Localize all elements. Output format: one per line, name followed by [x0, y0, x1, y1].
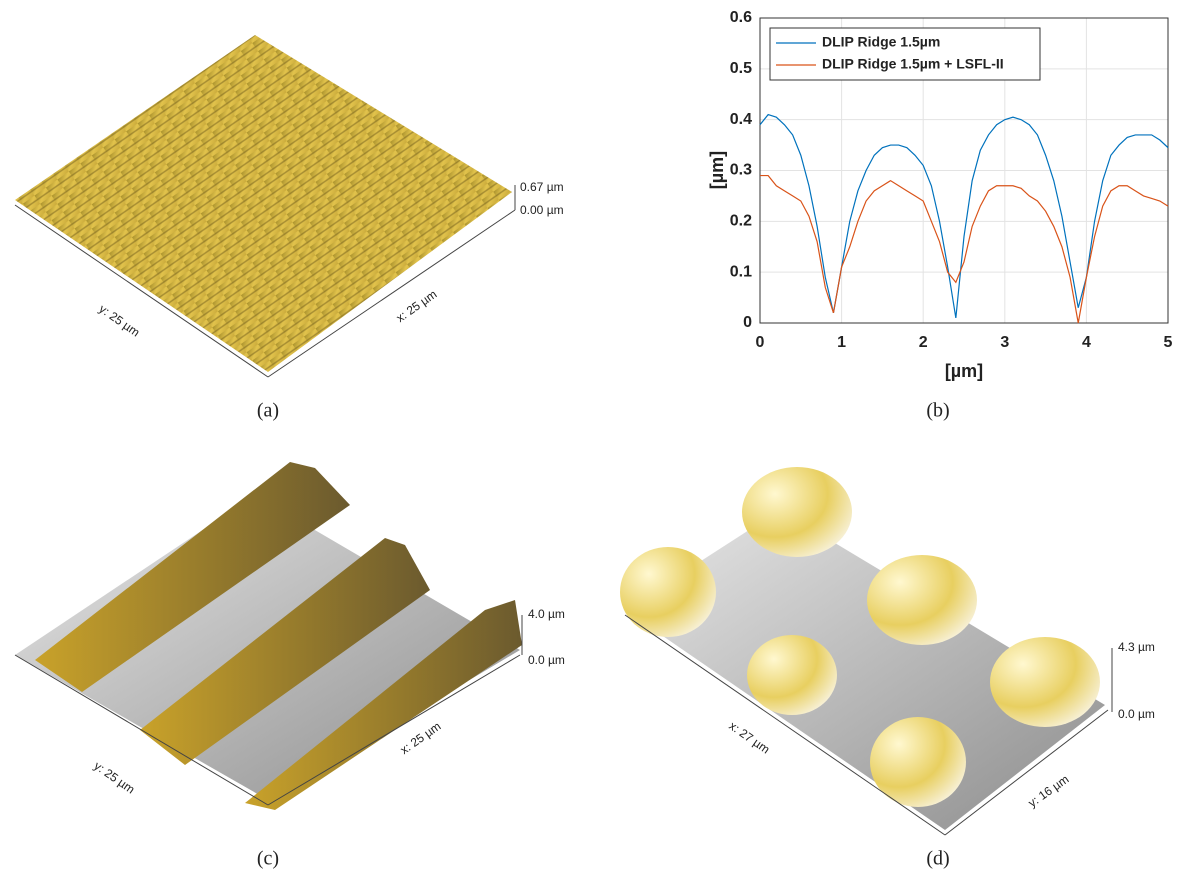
z-max: 4.3 µm	[1118, 640, 1155, 654]
dome	[747, 635, 837, 715]
x-tick-label: 1	[837, 334, 846, 351]
z-max: 0.67 µm	[520, 180, 564, 194]
legend-label: DLIP Ridge 1.5µm + LSFL-II	[822, 56, 1004, 72]
y-tick-label: 0.3	[730, 162, 752, 179]
x-tick-label: 5	[1164, 334, 1173, 351]
z-min: 0.00 µm	[520, 203, 564, 217]
y-tick-label: 0.5	[730, 60, 752, 77]
caption: (b)	[926, 400, 949, 422]
y-axis-label: [µm]	[707, 151, 727, 189]
x-label: x: 27 µm	[726, 719, 772, 757]
y-tick-label: 0	[743, 314, 752, 331]
dome	[742, 467, 852, 557]
panel-d: 4.3 µm 0.0 µm x: 27 µm y: 16 µm (d)	[620, 467, 1155, 870]
surface	[15, 35, 512, 372]
x-tick-label: 2	[919, 334, 928, 351]
y-tick-label: 0.2	[730, 213, 752, 230]
z-min: 0.0 µm	[1118, 707, 1155, 721]
caption: (c)	[257, 848, 279, 870]
figure: 0.67 µm 0.00 µm y: 25 µm x: 25 µm (a) 4.…	[0, 0, 1177, 883]
y-tick-label: 0.4	[730, 111, 752, 128]
panel-b: 0 0.1 0.2 0.3 0.4 0.5 0.6 0 1 2 3 4 5 [µm] [µm] DLIP Ri…	[707, 9, 1173, 421]
x-label: x: 25 µm	[394, 287, 440, 325]
x-tick-label: 3	[1000, 334, 1009, 351]
x-axis-label: [µm]	[945, 361, 983, 381]
dome	[867, 555, 977, 645]
dome	[620, 547, 716, 637]
y-tick-label: 0.1	[730, 263, 752, 280]
y-label: y: 25 µm	[91, 759, 137, 797]
caption: (d)	[926, 848, 949, 870]
legend-label: DLIP Ridge 1.5µm	[822, 34, 940, 50]
y-label: y: 16 µm	[1026, 772, 1072, 810]
z-max: 4.0 µm	[528, 607, 565, 621]
panel-a: 0.67 µm 0.00 µm y: 25 µm x: 25 µm (a)	[15, 35, 564, 422]
x-tick-label: 4	[1082, 334, 1091, 351]
caption: (a)	[257, 400, 279, 422]
panel-c: 4.0 µm 0.0 µm y: 25 µm x: 25 µm (c)	[15, 462, 565, 870]
z-min: 0.0 µm	[528, 653, 565, 667]
y-label: y: 25 µm	[96, 302, 142, 340]
dome	[990, 637, 1100, 727]
x-tick-label: 0	[756, 334, 765, 351]
x-label: x: 25 µm	[398, 719, 444, 757]
y-tick-label: 0.6	[730, 9, 752, 26]
